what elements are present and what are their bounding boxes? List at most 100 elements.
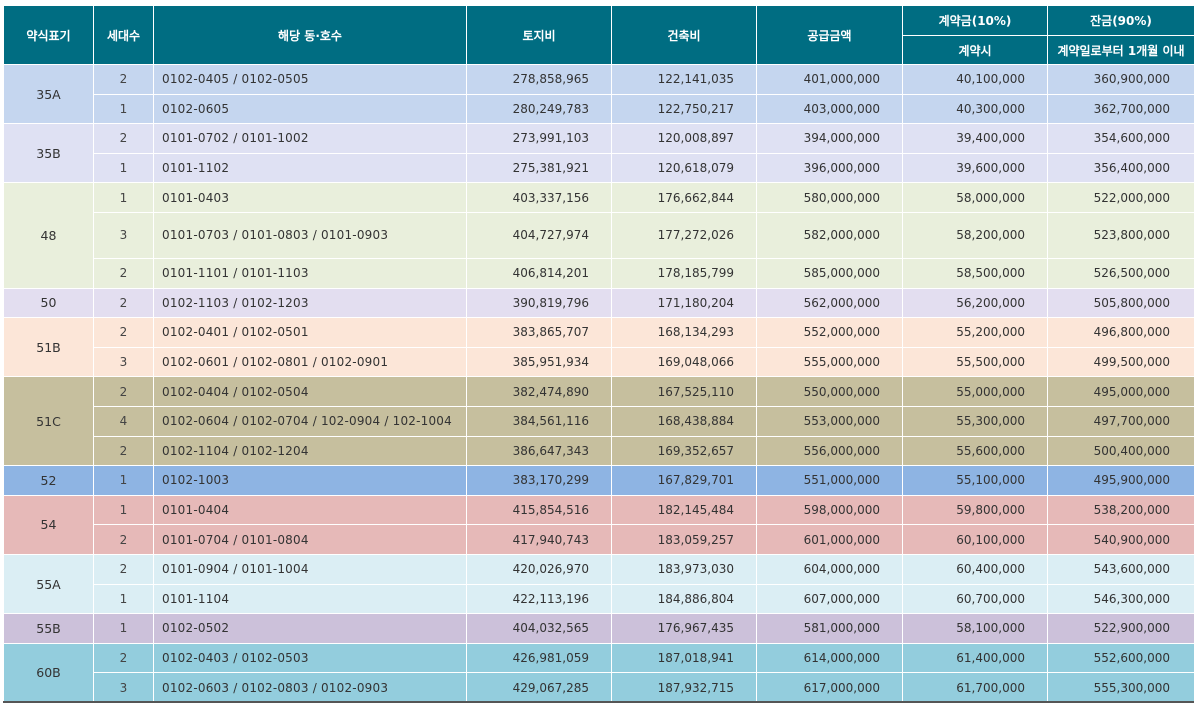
balance-cell: 500,400,000 <box>1047 435 1195 467</box>
deposit-cell: 60,400,000 <box>902 553 1048 585</box>
unit-type-cell: 55A <box>3 553 94 615</box>
building-cost-cell: 167,525,110 <box>611 376 757 407</box>
supply-price-cell: 394,000,000 <box>756 123 903 154</box>
deposit-cell: 60,700,000 <box>902 583 1048 615</box>
household-count-cell: 3 <box>93 211 154 259</box>
table-bottom-border <box>3 701 1194 703</box>
unit-numbers-cell: 0102-0603 / 0102-0803 / 0102-0903 <box>153 672 467 703</box>
header-units: 해당 동·호수 <box>153 5 467 65</box>
unit-numbers-cell: 0101-0702 / 0101-1002 <box>153 123 467 154</box>
land-cost-cell: 426,981,059 <box>466 642 612 674</box>
supply-price-cell: 598,000,000 <box>756 494 903 526</box>
household-count-cell: 1 <box>93 182 154 213</box>
building-cost-cell: 183,059,257 <box>611 524 757 555</box>
land-cost-cell: 280,249,783 <box>466 93 612 125</box>
supply-price-cell: 582,000,000 <box>756 211 903 259</box>
unit-numbers-cell: 0102-0605 <box>153 93 467 125</box>
table-row: 2 0101-1101 / 0101-1103 406,814,201 178,185… <box>3 257 1195 289</box>
household-count-cell: 2 <box>93 257 154 289</box>
deposit-cell: 58,100,000 <box>902 613 1048 644</box>
land-cost-cell: 422,113,196 <box>466 583 612 615</box>
household-count-cell: 1 <box>93 93 154 125</box>
building-cost-cell: 122,141,035 <box>611 64 757 95</box>
unit-type-cell: 54 <box>3 494 94 555</box>
unit-type-cell: 52 <box>3 465 94 496</box>
land-cost-cell: 404,032,565 <box>466 613 612 644</box>
supply-price-cell: 604,000,000 <box>756 553 903 585</box>
deposit-cell: 55,200,000 <box>902 317 1048 348</box>
table-header: 약식표기 세대수 해당 동·호수 토지비 건축비 공급금액 계약금(10%) 잔… <box>3 5 1195 65</box>
unit-numbers-cell: 0102-0601 / 0102-0801 / 0102-0901 <box>153 346 467 378</box>
deposit-cell: 58,000,000 <box>902 182 1048 213</box>
household-count-cell: 2 <box>93 317 154 348</box>
header-supply: 공급금액 <box>756 5 903 65</box>
building-cost-cell: 171,180,204 <box>611 287 757 319</box>
household-count-cell: 2 <box>93 642 154 674</box>
balance-cell: 495,900,000 <box>1047 465 1195 496</box>
supply-price-cell: 552,000,000 <box>756 317 903 348</box>
land-cost-cell: 383,170,299 <box>466 465 612 496</box>
building-cost-cell: 177,272,026 <box>611 211 757 259</box>
land-cost-cell: 383,865,707 <box>466 317 612 348</box>
supply-price-cell: 556,000,000 <box>756 435 903 467</box>
land-cost-cell: 273,991,103 <box>466 123 612 154</box>
unit-numbers-cell: 0102-1103 / 0102-1203 <box>153 287 467 319</box>
household-count-cell: 1 <box>93 152 154 184</box>
unit-numbers-cell: 0101-0704 / 0101-0804 <box>153 524 467 555</box>
household-count-cell: 4 <box>93 405 154 437</box>
supply-price-cell: 581,000,000 <box>756 613 903 644</box>
supply-price-cell: 580,000,000 <box>756 182 903 213</box>
building-cost-cell: 176,662,844 <box>611 182 757 213</box>
unit-numbers-cell: 0101-0404 <box>153 494 467 526</box>
balance-cell: 526,500,000 <box>1047 257 1195 289</box>
land-cost-cell: 384,561,116 <box>466 405 612 437</box>
balance-cell: 523,800,000 <box>1047 211 1195 259</box>
header-deposit-sub: 계약시 <box>902 35 1048 65</box>
deposit-cell: 58,200,000 <box>902 211 1048 259</box>
balance-cell: 360,900,000 <box>1047 64 1195 95</box>
deposit-cell: 55,600,000 <box>902 435 1048 467</box>
balance-cell: 362,700,000 <box>1047 93 1195 125</box>
table-row: 50 2 0102-1103 / 0102-1203 390,819,796 171,1… <box>3 287 1195 319</box>
balance-cell: 546,300,000 <box>1047 583 1195 615</box>
building-cost-cell: 167,829,701 <box>611 465 757 496</box>
supply-price-cell: 562,000,000 <box>756 287 903 319</box>
household-count-cell: 2 <box>93 524 154 555</box>
building-cost-cell: 187,018,941 <box>611 642 757 674</box>
unit-numbers-cell: 0101-1102 <box>153 152 467 184</box>
table-row: 1 0102-0605 280,249,783 122,750,217 403,000,… <box>3 93 1195 125</box>
building-cost-cell: 182,145,484 <box>611 494 757 526</box>
household-count-cell: 2 <box>93 64 154 95</box>
building-cost-cell: 183,973,030 <box>611 553 757 585</box>
balance-cell: 540,900,000 <box>1047 524 1195 555</box>
deposit-cell: 55,100,000 <box>902 465 1048 496</box>
unit-numbers-cell: 0102-1003 <box>153 465 467 496</box>
building-cost-cell: 187,932,715 <box>611 672 757 703</box>
unit-type-cell: 51B <box>3 317 94 378</box>
supply-price-table: 약식표기 세대수 해당 동·호수 토지비 건축비 공급금액 계약금(10%) 잔… <box>3 5 1195 703</box>
unit-type-cell: 48 <box>3 182 94 289</box>
supply-price-cell: 607,000,000 <box>756 583 903 615</box>
deposit-cell: 61,700,000 <box>902 672 1048 703</box>
supply-price-cell: 553,000,000 <box>756 405 903 437</box>
household-count-cell: 1 <box>93 494 154 526</box>
table-row: 35A 2 0102-0405 / 0102-0505 278,858,965 122,… <box>3 63 1195 125</box>
building-cost-cell: 176,967,435 <box>611 613 757 644</box>
header-building: 건축비 <box>611 5 757 65</box>
supply-price-cell: 403,000,000 <box>756 93 903 125</box>
price-table-container: 약식표기 세대수 해당 동·호수 토지비 건축비 공급금액 계약금(10%) 잔… <box>3 5 1195 703</box>
table-row: 35B 2 0101-0702 / 0101-1002 273,991,103 120,… <box>3 123 1195 184</box>
table-row: 4 0102-0604 / 0102-0704 / 102-0904 / 102-… <box>3 405 1195 437</box>
unit-numbers-cell: 0102-1104 / 0102-1204 <box>153 435 467 467</box>
table-row: 51C 2 0102-0404 / 0102-0504 382,474,890 167,… <box>3 376 1195 467</box>
building-cost-cell: 169,352,657 <box>611 435 757 467</box>
unit-numbers-cell: 0101-0403 <box>153 182 467 213</box>
land-cost-cell: 429,067,285 <box>466 672 612 703</box>
balance-cell: 538,200,000 <box>1047 494 1195 526</box>
balance-cell: 497,700,000 <box>1047 405 1195 437</box>
table-row: 2 0101-0704 / 0101-0804 417,940,743 183,059… <box>3 524 1195 555</box>
building-cost-cell: 184,886,804 <box>611 583 757 615</box>
balance-cell: 522,900,000 <box>1047 613 1195 644</box>
deposit-cell: 59,800,000 <box>902 494 1048 526</box>
land-cost-cell: 385,951,934 <box>466 346 612 378</box>
